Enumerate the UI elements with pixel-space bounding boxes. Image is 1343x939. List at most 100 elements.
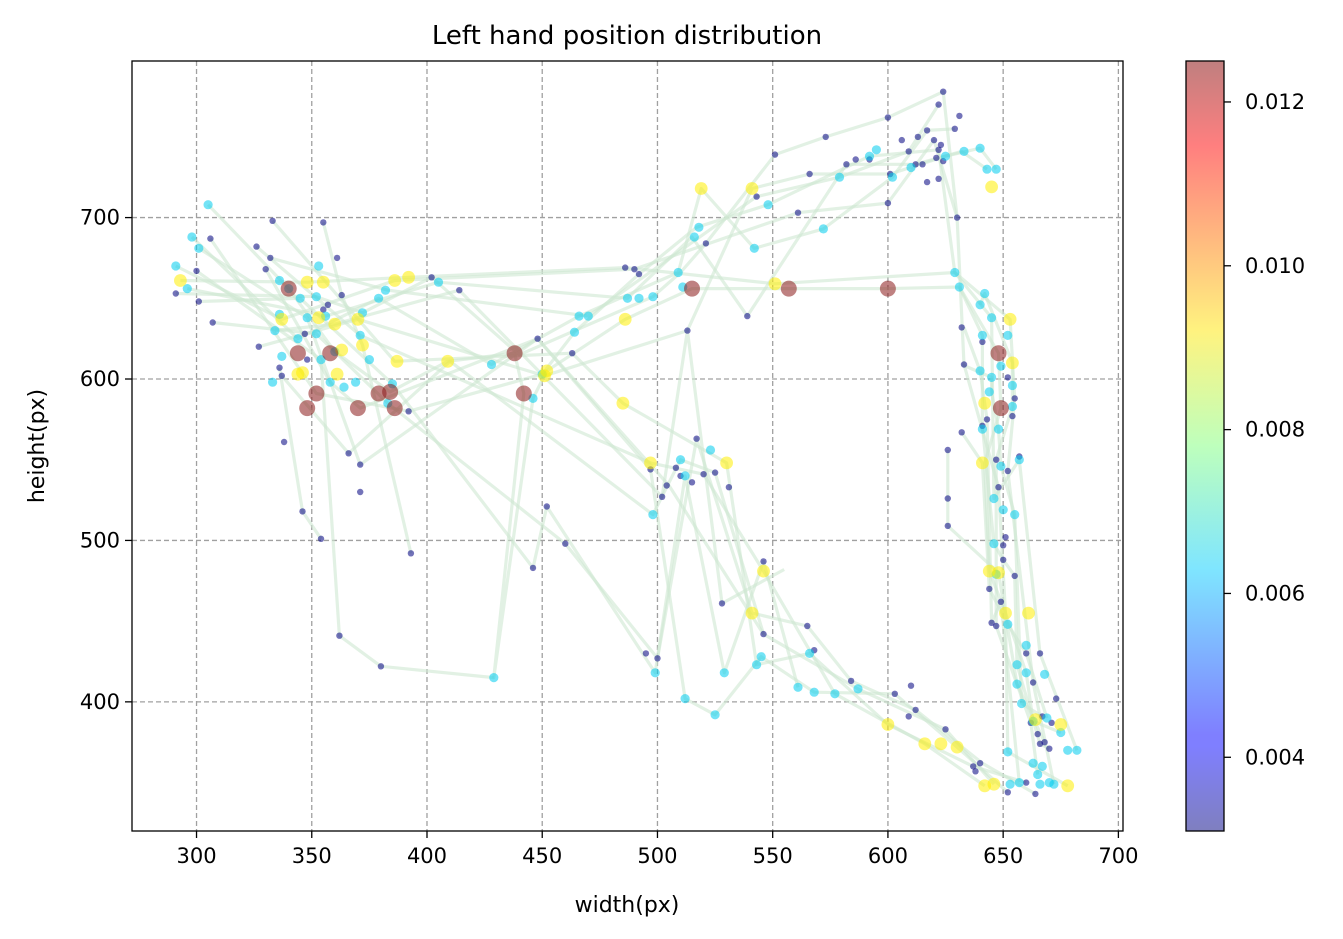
- data-point: [749, 243, 759, 253]
- data-point: [193, 267, 200, 275]
- data-point: [302, 313, 312, 323]
- data-point: [207, 235, 214, 242]
- data-point: [1041, 739, 1048, 746]
- data-point: [642, 650, 650, 657]
- data-point: [304, 356, 311, 363]
- trajectory-line: [190, 127, 955, 367]
- chart-title: Left hand position distribution: [432, 21, 822, 51]
- trajectory-line: [197, 246, 765, 635]
- data-point: [357, 461, 364, 468]
- data-point: [935, 101, 942, 108]
- data-point: [852, 156, 859, 163]
- data-point: [887, 172, 898, 182]
- trajectory-line: [255, 245, 986, 788]
- colorbar-tick-label: 0.006: [1245, 581, 1305, 605]
- data-point: [993, 622, 1000, 630]
- x-tick-label: 400: [407, 844, 447, 868]
- x-axis-label: width(px): [575, 893, 680, 918]
- data-point: [898, 136, 905, 144]
- data-point: [705, 445, 716, 455]
- data-point: [574, 311, 584, 321]
- data-point: [956, 112, 963, 120]
- data-point: [203, 200, 213, 210]
- data-point: [1034, 730, 1041, 738]
- data-point: [274, 275, 285, 286]
- data-point: [1032, 790, 1039, 798]
- plot-area: 300 350 400 450 500 550 600 650 700 400 500 600 700: [80, 60, 1138, 868]
- data-point: [336, 632, 343, 639]
- data-point: [694, 222, 704, 232]
- data-point: [382, 383, 399, 400]
- data-point: [380, 285, 391, 295]
- data-point: [951, 125, 958, 132]
- data-point: [993, 424, 1004, 434]
- colorbar-ticks: 0.004 0.006 0.008 0.010 0.012: [1224, 90, 1305, 769]
- data-point: [972, 768, 979, 775]
- data-point: [884, 199, 892, 207]
- data-point: [543, 503, 550, 510]
- data-point: [719, 668, 729, 678]
- data-point: [847, 677, 855, 685]
- data-point: [950, 267, 960, 278]
- data-point: [711, 469, 719, 476]
- data-point: [843, 161, 850, 168]
- data-point: [569, 327, 580, 337]
- data-point: [673, 267, 683, 278]
- data-point: [172, 290, 179, 297]
- data-point: [935, 175, 942, 182]
- data-point: [918, 737, 932, 751]
- data-point: [982, 164, 992, 174]
- data-point: [316, 355, 326, 365]
- data-point: [1022, 779, 1030, 786]
- data-point: [277, 351, 287, 361]
- data-point: [357, 488, 364, 496]
- data-point: [937, 141, 945, 149]
- data-point: [335, 343, 349, 357]
- y-axis-label: height(px): [25, 389, 50, 503]
- data-point: [322, 345, 339, 362]
- data-point: [299, 508, 306, 515]
- data-point: [1007, 401, 1018, 412]
- data-point: [634, 293, 644, 303]
- data-point: [996, 361, 1006, 371]
- data-point: [648, 292, 658, 302]
- data-point: [1017, 698, 1027, 709]
- data-point: [684, 280, 700, 297]
- data-point: [1053, 695, 1060, 702]
- data-point: [325, 377, 335, 387]
- data-point: [1042, 713, 1052, 723]
- data-point: [328, 317, 342, 331]
- data-point: [1061, 779, 1075, 793]
- data-point: [171, 261, 181, 271]
- data-point: [333, 254, 341, 262]
- x-tick-label: 450: [522, 844, 562, 868]
- data-point: [650, 668, 660, 678]
- data-point: [1012, 660, 1022, 670]
- colorbar-tick-label: 0.010: [1245, 254, 1305, 278]
- data-point: [428, 274, 435, 281]
- data-point: [1036, 650, 1044, 657]
- data-point: [993, 456, 1000, 463]
- data-point: [1028, 758, 1038, 768]
- data-point: [289, 345, 306, 362]
- data-point: [320, 306, 327, 313]
- data-point: [267, 254, 274, 262]
- data-point: [818, 224, 829, 234]
- data-point: [209, 319, 216, 326]
- data-point: [299, 400, 316, 417]
- data-point: [270, 326, 280, 336]
- data-point: [864, 151, 875, 161]
- data-point: [311, 292, 321, 302]
- data-point: [1003, 747, 1013, 757]
- data-point: [1011, 395, 1018, 402]
- data-point: [940, 151, 951, 161]
- data-point: [1029, 679, 1037, 686]
- data-point: [753, 193, 760, 200]
- data-point: [978, 396, 992, 410]
- data-point: [1029, 713, 1042, 726]
- data-point: [255, 343, 262, 350]
- data-point: [262, 266, 269, 273]
- data-point: [339, 382, 349, 392]
- data-point: [944, 495, 951, 502]
